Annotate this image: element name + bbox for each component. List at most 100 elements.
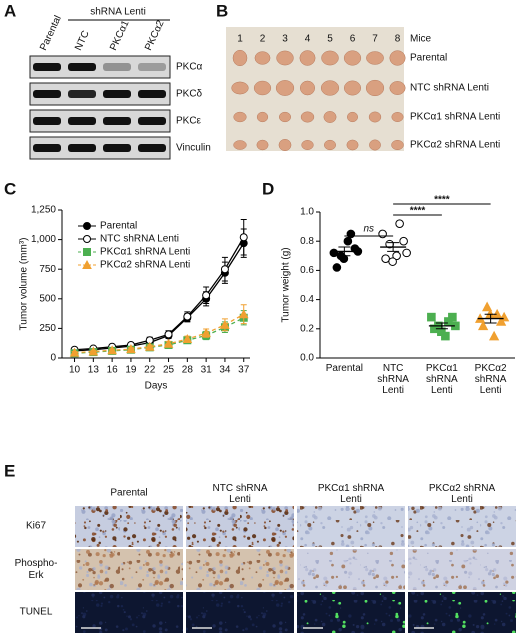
blot-strip [29,82,171,106]
x-tick-label: 16 [107,365,119,376]
marker [107,345,117,355]
micrograph [297,592,405,633]
y-tick-label: 0.4 [300,294,314,305]
blot-band [138,117,166,125]
marker [182,333,193,344]
lane-label: PKCα1 [108,18,132,52]
photo-row-label: PKCα1 shRNA Lenti [410,112,500,123]
y-axis-label: Tumor weight (g) [281,247,292,322]
y-tick-label: 0.0 [300,353,314,364]
marker [488,330,500,341]
micrograph [186,506,294,547]
tumor [368,111,382,123]
marker [343,236,353,246]
tumor [346,139,359,151]
x-axis-label: Days [145,381,168,392]
micrograph [297,549,405,590]
photo-row-label: NTC shRNA Lenti [410,83,489,94]
marker [477,320,489,331]
tumor [256,111,269,123]
marker [239,233,248,242]
blot-band [33,144,61,152]
tumor [300,111,315,123]
marker [83,222,91,230]
significance-label: **** [434,195,450,206]
sem-bar [435,322,448,330]
y-tick-label: 1.0 [300,207,314,218]
tumor [233,140,247,150]
tumor [254,51,271,65]
tumor [343,50,362,66]
panel-label: C [4,179,16,198]
tumor [323,111,337,123]
tumor [389,50,406,66]
marker [83,235,91,243]
column-header: Parental [110,488,147,499]
tumor [389,81,406,95]
tumor [231,81,249,95]
panel-label: B [216,1,228,20]
mouse-number: 6 [350,34,356,45]
marker [392,251,401,261]
marker [164,330,173,339]
tumor [299,50,316,66]
marker [144,341,155,351]
marker [444,317,453,326]
marker [238,309,249,319]
photo-row-label: PKCα2 shRNA Lenti [410,140,500,151]
marker [481,301,493,312]
blot-band [68,90,96,98]
row-label: Ki67 [26,521,46,532]
x-tick-label: 19 [125,365,137,376]
micrograph [75,549,183,590]
tumor [365,79,385,97]
protein-label: PKCδ [176,89,203,100]
tumor [256,139,269,151]
x-tick-label: NTC shRNA Lenti [377,363,409,396]
marker [395,219,404,228]
mouse-number: 4 [305,34,311,45]
photo-row-label: Parental [410,53,447,64]
y-tick-label: 0 [50,353,56,364]
blot-strip [29,109,171,133]
protein-label: Vinculin [176,143,211,154]
tumor [301,140,314,150]
marker [381,254,390,264]
marker [83,248,91,256]
lane-label: NTC [73,29,92,52]
blot-band [33,117,61,125]
tumor [324,139,336,151]
marker [220,319,230,329]
blot-strip [29,55,171,79]
marker [69,347,80,357]
tumor [321,50,339,66]
marker [427,312,436,322]
x-tick-label: 25 [163,365,175,376]
blot-band [138,90,166,98]
tumor [347,111,358,123]
panel-label: A [4,1,16,20]
tumor [275,80,295,96]
series-line [74,242,245,352]
marker [329,248,339,258]
micrograph [75,506,183,547]
marker [399,236,408,246]
micrograph [408,549,516,590]
marker [346,229,356,239]
legend-label: NTC shRNA Lenti [100,234,179,245]
column-header: NTC shRNA Lenti [212,483,267,505]
blot-band [68,63,96,71]
blot-band [33,63,61,71]
y-tick-label: 1,250 [31,205,56,216]
legend-label: PKCα1 shRNA Lenti [100,247,190,258]
mouse-number: 1 [237,34,243,45]
tumor [391,139,404,151]
significance-label: ns [363,224,374,235]
blot-band [103,63,131,71]
y-tick-label: 0.6 [300,265,314,276]
micrograph [186,549,294,590]
legend-label: Parental [100,221,137,232]
protein-label: PKCα [176,62,203,73]
y-tick-label: 1,000 [31,234,56,245]
x-tick-label: 34 [219,365,231,376]
